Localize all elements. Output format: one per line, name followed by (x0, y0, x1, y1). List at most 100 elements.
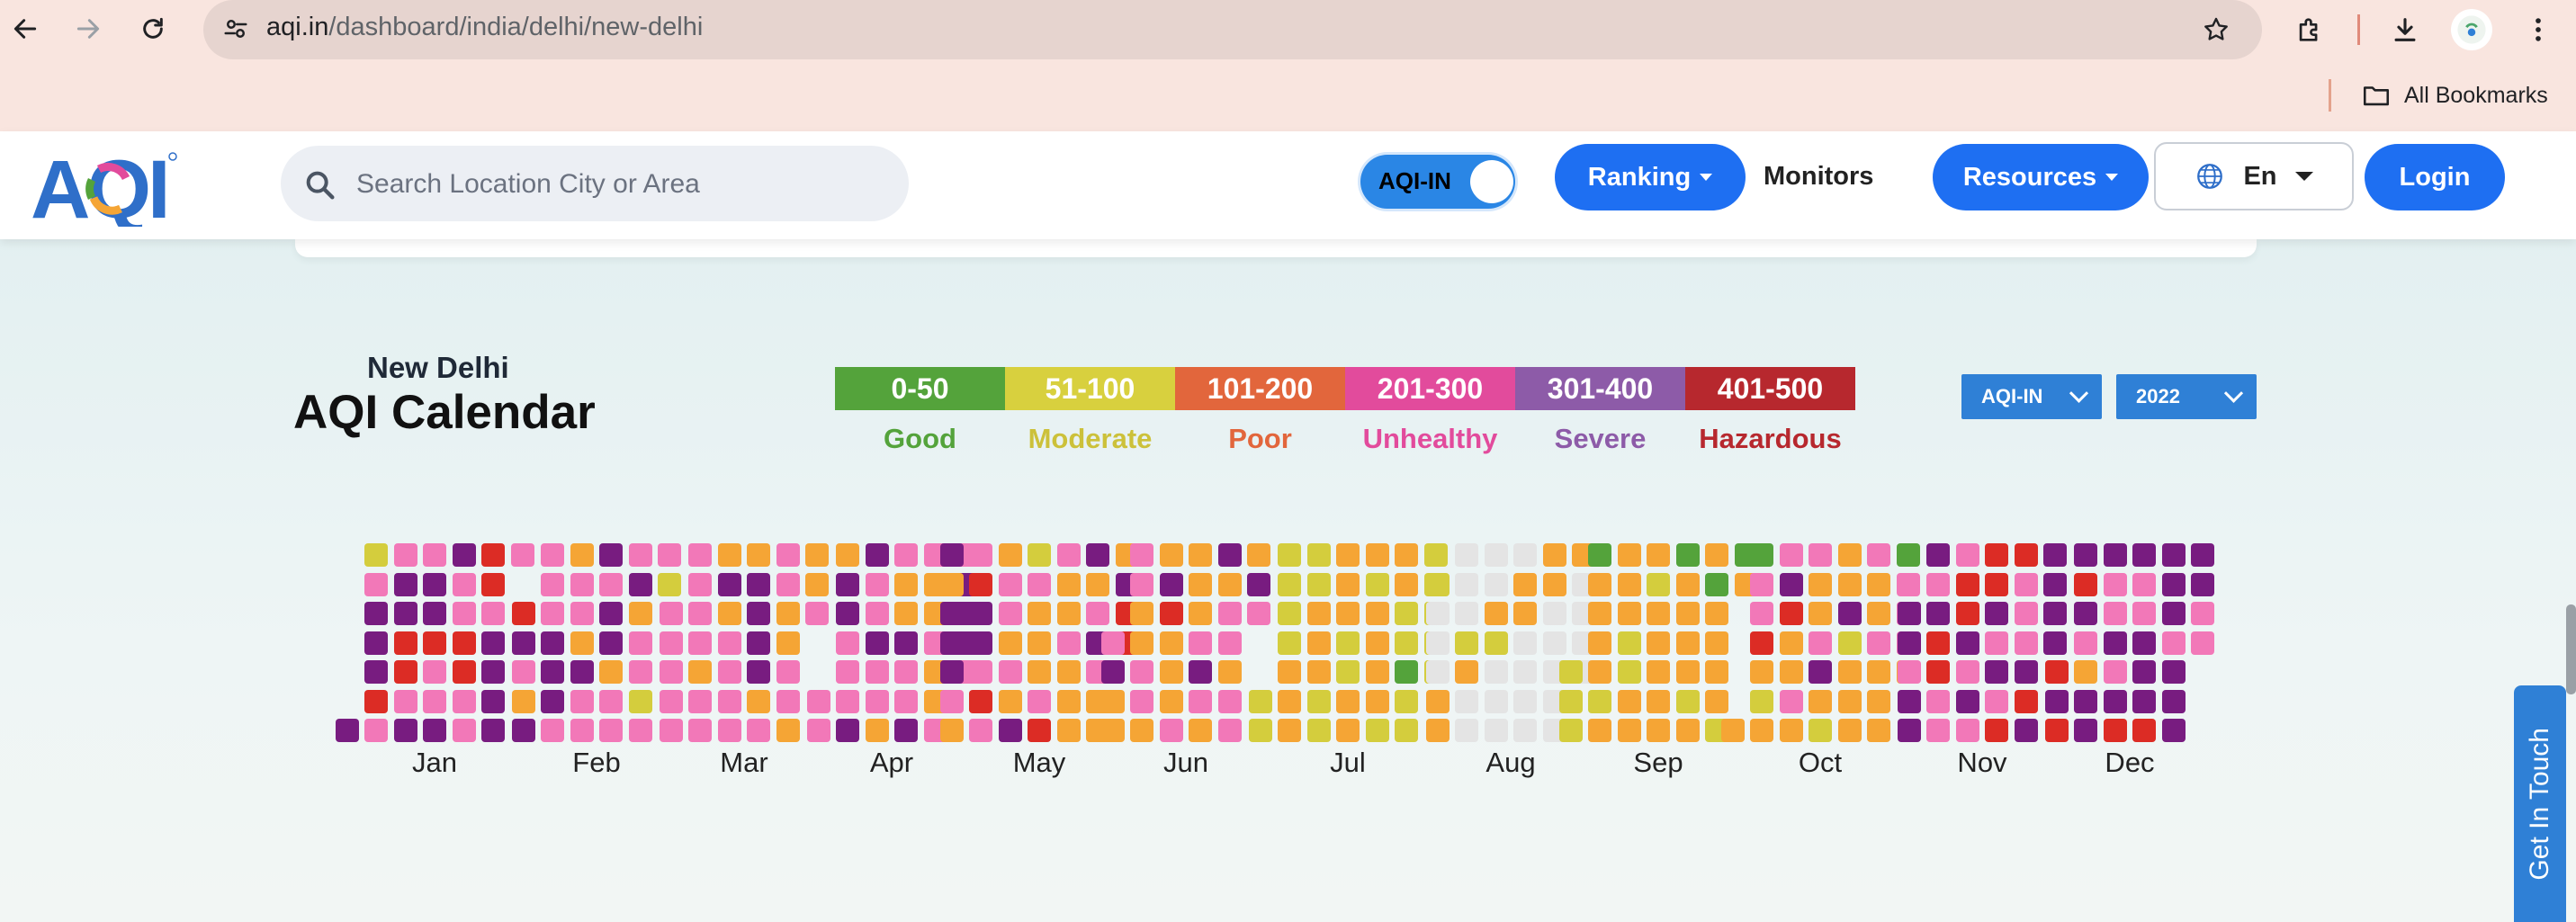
calendar-day-cell[interactable] (1647, 602, 1670, 625)
calendar-day-cell[interactable] (894, 572, 919, 596)
calendar-day-cell[interactable] (393, 631, 417, 655)
calendar-day-cell[interactable] (805, 572, 830, 596)
calendar-day-cell[interactable] (1720, 719, 1745, 742)
calendar-day-cell[interactable] (1100, 719, 1125, 742)
calendar-day-cell[interactable] (364, 660, 388, 684)
calendar-day-cell[interactable] (1455, 631, 1479, 655)
calendar-day-cell[interactable] (1926, 660, 1951, 684)
calendar-day-cell[interactable] (1647, 660, 1670, 684)
monitors-link[interactable]: Monitors (1764, 162, 1874, 191)
calendar-day-cell[interactable] (393, 543, 417, 567)
calendar-day-cell[interactable] (2132, 660, 2157, 684)
calendar-day-cell[interactable] (2132, 602, 2157, 625)
calendar-day-cell[interactable] (2161, 660, 2186, 684)
calendar-day-cell[interactable] (969, 543, 992, 567)
calendar-day-cell[interactable] (1336, 631, 1360, 655)
calendar-day-cell[interactable] (1985, 602, 2009, 625)
calendar-day-cell[interactable] (1336, 602, 1360, 625)
calendar-day-cell[interactable] (1705, 689, 1728, 713)
calendar-day-cell[interactable] (1897, 719, 1921, 742)
calendar-day-cell[interactable] (1837, 719, 1862, 742)
calendar-day-cell[interactable] (1217, 602, 1242, 625)
calendar-day-cell[interactable] (1837, 631, 1862, 655)
calendar-day-cell[interactable] (481, 572, 505, 596)
calendar-day-cell[interactable] (998, 660, 1022, 684)
calendar-day-cell[interactable] (1278, 689, 1301, 713)
calendar-day-cell[interactable] (1425, 572, 1450, 596)
calendar-day-cell[interactable] (894, 602, 919, 625)
calendar-day-cell[interactable] (1306, 602, 1331, 625)
calendar-day-cell[interactable] (865, 572, 889, 596)
toggle-knob[interactable] (1470, 160, 1513, 203)
calendar-day-cell[interactable] (599, 602, 624, 625)
calendar-day-cell[interactable] (1588, 631, 1611, 655)
calendar-day-cell[interactable] (599, 660, 624, 684)
calendar-day-cell[interactable] (1395, 543, 1418, 567)
calendar-day-cell[interactable] (1750, 631, 1773, 655)
calendar-day-cell[interactable] (1455, 689, 1479, 713)
calendar-day-cell[interactable] (1336, 719, 1360, 742)
calendar-day-cell[interactable] (805, 543, 830, 567)
aqi-logo[interactable]: AQI (29, 144, 177, 227)
calendar-day-cell[interactable] (1365, 602, 1389, 625)
calendar-day-cell[interactable] (1247, 543, 1271, 567)
calendar-day-cell[interactable] (1617, 631, 1641, 655)
calendar-day-cell[interactable] (1189, 689, 1213, 713)
calendar-day-cell[interactable] (2161, 543, 2186, 567)
calendar-day-cell[interactable] (776, 660, 800, 684)
calendar-day-cell[interactable] (1217, 572, 1242, 596)
calendar-day-cell[interactable] (1897, 689, 1921, 713)
calendar-day-cell[interactable] (599, 631, 624, 655)
calendar-day-cell[interactable] (1278, 543, 1301, 567)
calendar-day-cell[interactable] (717, 572, 741, 596)
calendar-day-cell[interactable] (2074, 689, 2098, 713)
calendar-day-cell[interactable] (423, 543, 446, 567)
calendar-day-cell[interactable] (1028, 602, 1051, 625)
calendar-day-cell[interactable] (1617, 602, 1641, 625)
calendar-day-cell[interactable] (1028, 543, 1051, 567)
calendar-day-cell[interactable] (1159, 689, 1183, 713)
calendar-day-cell[interactable] (1985, 631, 2009, 655)
calendar-day-cell[interactable] (1425, 631, 1450, 655)
calendar-day-cell[interactable] (570, 719, 594, 742)
calendar-day-cell[interactable] (894, 543, 919, 567)
calendar-day-cell[interactable] (894, 660, 919, 684)
calendar-day-cell[interactable] (1926, 719, 1951, 742)
calendar-day-cell[interactable] (1455, 602, 1479, 625)
calendar-day-cell[interactable] (1867, 719, 1890, 742)
calendar-day-cell[interactable] (1248, 689, 1272, 713)
calendar-day-cell[interactable] (1056, 631, 1081, 655)
login-button[interactable]: Login (2365, 144, 2505, 210)
calendar-day-cell[interactable] (688, 660, 713, 684)
calendar-day-cell[interactable] (1056, 660, 1081, 684)
calendar-day-cell[interactable] (1558, 689, 1583, 713)
calendar-day-cell[interactable] (423, 572, 446, 596)
calendar-day-cell[interactable] (2103, 543, 2127, 567)
calendar-day-cell[interactable] (2074, 719, 2098, 742)
calendar-day-cell[interactable] (939, 719, 964, 742)
calendar-day-cell[interactable] (2132, 631, 2157, 655)
calendar-day-cell[interactable] (2132, 719, 2157, 742)
calendar-day-cell[interactable] (688, 631, 713, 655)
calendar-day-cell[interactable] (1617, 543, 1641, 567)
calendar-day-cell[interactable] (969, 719, 992, 742)
calendar-day-cell[interactable] (2014, 572, 2038, 596)
calendar-day-cell[interactable] (1926, 572, 1951, 596)
calendar-day-cell[interactable] (2103, 660, 2127, 684)
calendar-day-cell[interactable] (481, 660, 505, 684)
calendar-day-cell[interactable] (1455, 660, 1479, 684)
download-icon[interactable] (2381, 5, 2429, 54)
calendar-day-cell[interactable] (865, 631, 889, 655)
calendar-day-cell[interactable] (1395, 602, 1418, 625)
calendar-day-cell[interactable] (806, 689, 830, 713)
calendar-day-cell[interactable] (688, 719, 713, 742)
calendar-day-cell[interactable] (1705, 631, 1728, 655)
calendar-day-cell[interactable] (1542, 543, 1566, 567)
calendar-day-cell[interactable] (865, 602, 889, 625)
calendar-day-cell[interactable] (1086, 543, 1109, 567)
calendar-day-cell[interactable] (1897, 631, 1921, 655)
calendar-day-cell[interactable] (717, 689, 741, 713)
calendar-day-cell[interactable] (1336, 572, 1360, 596)
calendar-day-cell[interactable] (2044, 660, 2069, 684)
calendar-day-cell[interactable] (1513, 572, 1538, 596)
